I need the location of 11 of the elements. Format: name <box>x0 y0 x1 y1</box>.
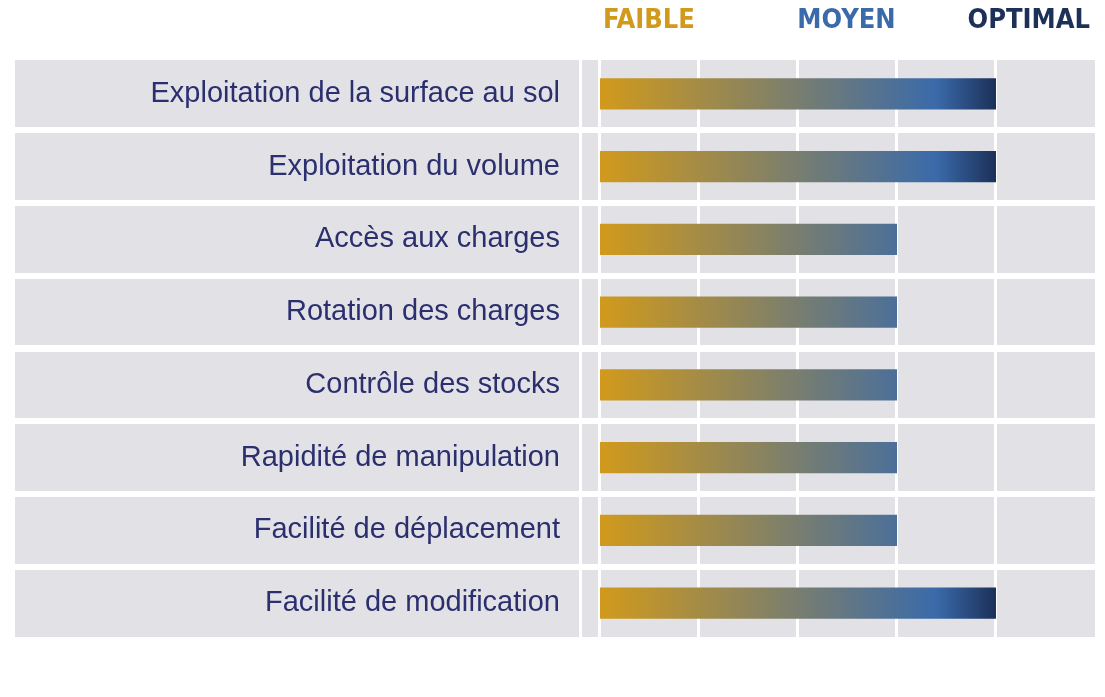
y-tick-label: Exploitation de la surface au sol <box>150 75 560 108</box>
text: MOYEN <box>797 3 896 35</box>
text: FAIBLE <box>603 3 695 35</box>
y-tick-label: Rotation des charges <box>285 294 560 327</box>
y-tick-label: Facilité de déplacement <box>253 512 560 545</box>
y-tick-label: Contrôle des stocks <box>305 366 560 399</box>
y-tick-label: Accès aux charges <box>314 221 560 254</box>
text: OPTIMAL <box>967 3 1090 35</box>
y-tick-label: Exploitation du volume <box>268 148 560 181</box>
y-tick-label: Rapidité de manipulation <box>240 439 560 472</box>
y-tick-label: Facilité de modification <box>265 585 560 618</box>
